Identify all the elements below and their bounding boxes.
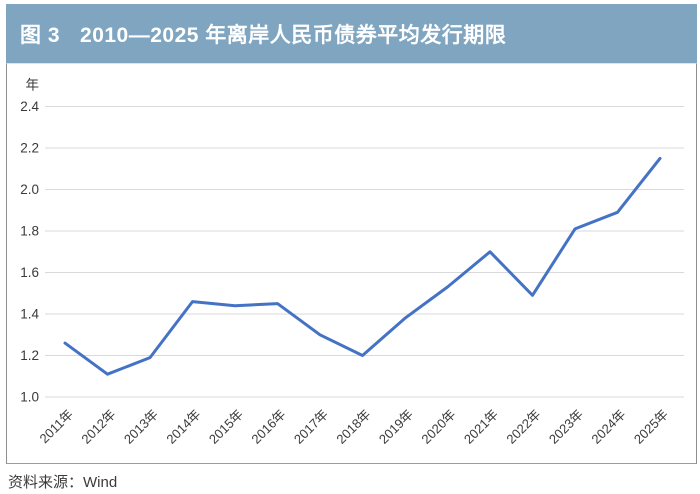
x-tick-label: 2022年 — [503, 407, 543, 447]
y-tick-label: 2.4 — [20, 99, 39, 114]
y-tick-label: 1.4 — [20, 307, 39, 322]
x-tick-label: 2017年 — [291, 407, 331, 447]
x-tick-label: 2019年 — [376, 407, 416, 447]
x-tick-label: 2020年 — [418, 407, 458, 447]
x-tick-label: 2016年 — [248, 407, 288, 447]
figure-label: 图 3 — [20, 23, 61, 47]
y-tick-label: 2.2 — [20, 141, 39, 156]
y-tick-label: 2.0 — [20, 182, 39, 197]
figure: 图 3 2010—2025 年离岸人民币债券平均发行期限 1.0 1.2 1.4 1.… — [6, 4, 697, 492]
y-axis-unit-label: 年 — [26, 78, 40, 93]
figure-title: 2010—2025 年离岸人民币债券平均发行期限 — [80, 23, 507, 47]
x-tick-label: 2024年 — [588, 407, 628, 447]
y-tick-label: 1.0 — [20, 390, 39, 405]
y-tick-label: 1.6 — [20, 265, 39, 280]
x-tick-label: 2012年 — [78, 407, 118, 447]
x-tick-label: 2011年 — [37, 407, 77, 447]
x-tick-label: 2025年 — [631, 407, 671, 447]
x-tick-label: 2013年 — [121, 407, 161, 447]
x-tick-label: 2014年 — [163, 407, 203, 447]
y-tick-label: 1.2 — [20, 348, 39, 363]
chart-container: 1.0 1.2 1.4 1.6 1.8 2.0 2.2 2.4 年 2011年 2012年 2013年… — [6, 63, 697, 464]
x-tick-label: 2015年 — [206, 407, 246, 447]
x-tick-label: 2021年 — [461, 407, 501, 447]
y-tick-label: 1.8 — [20, 224, 39, 239]
x-tick-label: 2023年 — [546, 407, 586, 447]
data-source: 资料来源：Wind — [8, 474, 118, 491]
x-tick-label: 2018年 — [333, 407, 373, 447]
line-chart: 1.0 1.2 1.4 1.6 1.8 2.0 2.2 2.4 年 2011年 2012年 2013年… — [20, 78, 684, 447]
figure-title-banner: 图 3 2010—2025 年离岸人民币债券平均发行期限 — [6, 4, 697, 63]
chart-line — [63, 156, 662, 376]
